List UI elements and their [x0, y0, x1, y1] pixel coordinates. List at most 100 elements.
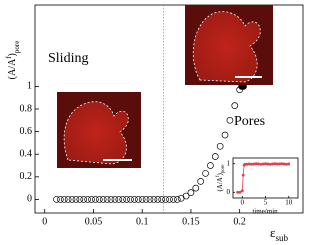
data-point — [236, 190, 240, 194]
data-point — [221, 131, 229, 139]
data-point — [268, 162, 272, 166]
x-axis-label: εsub — [270, 225, 289, 243]
y-axis-label-part: f — [5, 56, 13, 59]
data-point — [261, 162, 265, 166]
y-tick-label: 0 — [227, 188, 231, 196]
x-axis-label-part: sub — [275, 233, 288, 243]
x-tick-label: 10 — [285, 199, 293, 207]
data-point — [88, 196, 95, 203]
y-axis-label: (A/Af)pore — [216, 164, 226, 191]
data-point — [76, 196, 84, 203]
data-point — [162, 196, 169, 203]
y-tick-label: 1 — [227, 159, 231, 167]
x-tick-label: 5 — [264, 199, 268, 207]
data-point — [211, 153, 219, 160]
data-point — [266, 162, 270, 166]
x-tick-label: 0.2 — [233, 216, 246, 227]
annotation: Pores — [234, 114, 265, 129]
micrograph — [185, 5, 273, 85]
micrograph — [57, 92, 141, 168]
y-tick-label: 1 — [27, 81, 32, 92]
data-point — [282, 162, 286, 166]
data-point — [123, 196, 130, 203]
data-point — [231, 102, 239, 109]
data-point — [170, 196, 177, 203]
y-axis-label-part: (A/A — [216, 177, 224, 191]
data-point — [252, 162, 256, 166]
y-tick-label: 0.2 — [20, 171, 33, 182]
data-point — [277, 162, 281, 166]
data-point — [192, 184, 200, 192]
y-axis-label-part: (A/A — [7, 58, 18, 79]
data-point — [284, 162, 288, 166]
data-point — [238, 190, 242, 194]
data-point — [187, 189, 195, 197]
data-point — [271, 162, 274, 166]
data-point — [60, 196, 68, 203]
data-point — [150, 196, 158, 203]
data-point — [166, 196, 173, 203]
data-point — [216, 142, 224, 150]
data-point — [103, 196, 111, 203]
chart: 0 0.05 0.1 0.15 0.200.20.40.60.81 0 5 1001(A/A… — [5, 4, 304, 243]
data-point — [111, 196, 119, 203]
data-point — [68, 196, 76, 203]
data-point — [264, 162, 267, 166]
y-axis-label-part: ) — [7, 53, 18, 56]
data-point — [154, 196, 162, 203]
data-point — [56, 196, 64, 203]
data-point — [273, 162, 277, 166]
y-tick-label: 0 — [27, 194, 32, 205]
x-tick-label: 0 — [42, 216, 47, 227]
data-point — [158, 196, 166, 203]
y-tick-label: 0.4 — [20, 149, 33, 160]
data-point — [72, 196, 80, 203]
data-point — [53, 196, 60, 203]
data-point — [275, 162, 279, 166]
y-tick-label: 0.6 — [20, 126, 33, 137]
data-point — [134, 196, 142, 203]
x-axis-label: time/min — [252, 208, 278, 216]
y-axis-label-part: pore — [13, 41, 21, 53]
data-point — [245, 162, 249, 166]
x-axis-label-part: ε — [270, 225, 276, 240]
data-point — [197, 177, 205, 185]
data-point — [146, 196, 154, 203]
data-point — [138, 196, 146, 203]
data-point — [207, 162, 214, 169]
data-point — [254, 162, 258, 166]
y-axis-label-part: ) — [216, 173, 224, 176]
data-point — [131, 196, 138, 203]
y-axis-label: (A/Af)pore — [5, 41, 21, 80]
data-point — [226, 116, 234, 124]
annotation: Sliding — [48, 51, 88, 66]
data-point — [84, 196, 91, 203]
data-point — [119, 196, 127, 203]
data-point — [99, 196, 107, 203]
y-tick-label: 0.8 — [20, 103, 33, 114]
data-point — [250, 162, 254, 166]
data-point — [241, 173, 245, 177]
data-point — [115, 196, 123, 203]
data-point — [142, 196, 150, 203]
y-axis-label-part: f — [216, 175, 221, 177]
data-point — [127, 196, 134, 203]
data-point — [64, 196, 72, 203]
data-point — [80, 196, 88, 203]
data-point — [280, 162, 284, 166]
data-point — [240, 189, 244, 193]
x-tick-label: 0.1 — [136, 216, 149, 227]
data-point — [182, 192, 190, 200]
data-point — [202, 170, 209, 177]
data-point — [173, 196, 181, 203]
x-tick-label: 0.15 — [182, 216, 200, 227]
data-point — [107, 196, 115, 203]
data-point — [259, 162, 263, 166]
data-point — [247, 162, 251, 166]
x-tick-label: 0.05 — [85, 216, 103, 227]
data-point — [287, 162, 291, 166]
data-point — [92, 196, 99, 203]
data-point — [95, 196, 103, 203]
data-point — [257, 162, 260, 166]
x-tick-label: 0 — [241, 199, 245, 207]
